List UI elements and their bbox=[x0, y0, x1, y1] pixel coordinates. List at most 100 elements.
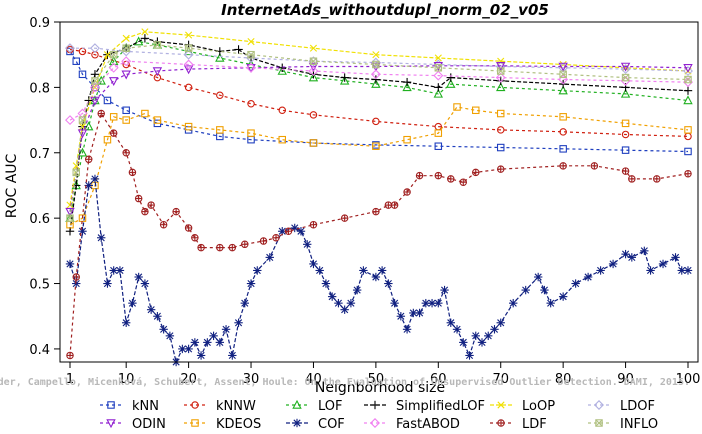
data-point bbox=[90, 174, 100, 184]
legend-item-ldof: LDOF bbox=[588, 399, 655, 414]
series-line bbox=[69, 60, 689, 121]
legend-label: KDEOS bbox=[216, 417, 261, 432]
legend-item-fastabod: FastABOD bbox=[364, 417, 460, 432]
data-point bbox=[178, 344, 187, 354]
data-point bbox=[370, 400, 380, 410]
data-point bbox=[571, 279, 580, 288]
chart-legend: kNN kNNW LOF SimplifiedLOF LoOP LDOF ODIN KDEOS… bbox=[100, 399, 658, 432]
data-point bbox=[153, 116, 162, 124]
data-point bbox=[184, 83, 193, 92]
data-point bbox=[590, 162, 599, 170]
x-tick-label: 1 bbox=[66, 372, 74, 387]
data-point bbox=[272, 234, 280, 242]
data-point bbox=[309, 111, 318, 119]
data-point bbox=[66, 201, 74, 209]
data-point bbox=[595, 419, 603, 427]
data-point bbox=[372, 207, 380, 216]
y-tick-label: 0.5 bbox=[29, 278, 50, 293]
data-point bbox=[66, 351, 74, 360]
data-point bbox=[103, 96, 112, 105]
data-point bbox=[97, 233, 106, 242]
data-point bbox=[240, 298, 249, 308]
x-tick-label: 70 bbox=[492, 372, 509, 387]
data-point bbox=[107, 401, 115, 409]
data-point bbox=[415, 171, 424, 180]
watermark: Campos, Zimek, Sander, Campello, Micenko… bbox=[0, 376, 690, 388]
data-point bbox=[434, 83, 443, 92]
data-point bbox=[121, 56, 132, 67]
x-tick-label: 50 bbox=[368, 372, 385, 387]
legend-label: COF bbox=[318, 417, 345, 432]
data-point bbox=[434, 171, 443, 180]
data-point bbox=[91, 77, 99, 85]
legend-label: ODIN bbox=[132, 417, 166, 432]
data-point bbox=[496, 109, 505, 118]
data-point bbox=[559, 113, 567, 121]
data-point bbox=[509, 298, 518, 308]
data-point bbox=[496, 67, 505, 75]
data-point bbox=[477, 338, 487, 347]
data-point bbox=[653, 175, 661, 183]
data-point bbox=[309, 220, 318, 229]
data-point bbox=[627, 253, 637, 262]
data-point bbox=[621, 119, 630, 128]
data-point bbox=[191, 401, 199, 409]
data-point bbox=[191, 234, 199, 242]
data-point bbox=[683, 64, 693, 73]
data-point bbox=[89, 82, 100, 93]
data-point bbox=[372, 142, 380, 150]
data-point bbox=[533, 272, 543, 282]
series-odin bbox=[65, 62, 693, 217]
data-point bbox=[684, 75, 692, 84]
data-point bbox=[352, 285, 362, 295]
legend-label: LoOP bbox=[522, 399, 555, 414]
data-point bbox=[247, 38, 255, 46]
data-point bbox=[278, 135, 286, 144]
series-line bbox=[69, 37, 689, 232]
data-point bbox=[403, 135, 411, 144]
data-point bbox=[339, 75, 350, 85]
series-line bbox=[69, 31, 689, 206]
data-point bbox=[558, 74, 569, 85]
data-point bbox=[108, 77, 119, 87]
data-point bbox=[121, 70, 131, 80]
x-tick-label: 90 bbox=[617, 372, 634, 387]
y-tick-label: 0.9 bbox=[29, 16, 50, 31]
data-point bbox=[109, 129, 118, 137]
data-point bbox=[471, 331, 480, 341]
data-point bbox=[65, 43, 75, 54]
x-axis-label: Neighborhood size bbox=[315, 380, 445, 396]
data-point bbox=[91, 50, 99, 59]
data-point bbox=[65, 207, 75, 217]
data-point bbox=[308, 66, 319, 77]
data-point bbox=[241, 240, 249, 249]
data-point bbox=[620, 62, 631, 72]
x-tick-label: 80 bbox=[555, 372, 572, 387]
data-point bbox=[72, 273, 80, 281]
data-point bbox=[390, 201, 399, 209]
data-point bbox=[440, 285, 449, 295]
data-point bbox=[496, 318, 505, 327]
data-point bbox=[65, 259, 75, 269]
data-point bbox=[90, 96, 100, 106]
data-point bbox=[228, 243, 237, 252]
data-point bbox=[278, 63, 287, 72]
legend-label: kNNW bbox=[216, 399, 256, 414]
data-point bbox=[434, 129, 443, 137]
data-point bbox=[370, 418, 380, 428]
data-point bbox=[372, 60, 380, 69]
data-point bbox=[128, 168, 137, 177]
data-point bbox=[84, 96, 93, 105]
data-point bbox=[434, 298, 443, 308]
data-point bbox=[122, 60, 130, 69]
data-point bbox=[559, 162, 567, 170]
data-point bbox=[109, 113, 118, 121]
data-point bbox=[640, 246, 649, 256]
data-point bbox=[277, 65, 287, 75]
data-point bbox=[78, 116, 87, 124]
data-point bbox=[253, 266, 262, 275]
data-point bbox=[247, 99, 255, 108]
data-point bbox=[621, 73, 630, 82]
data-point bbox=[141, 28, 149, 36]
data-point bbox=[497, 57, 505, 65]
